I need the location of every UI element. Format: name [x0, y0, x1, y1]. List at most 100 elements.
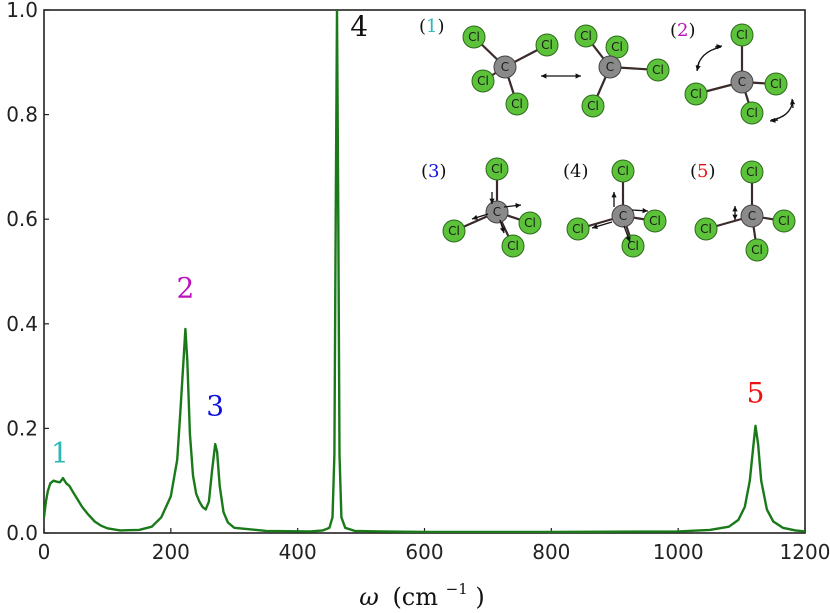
molecule-1a: Cl Cl Cl Cl C	[462, 25, 559, 116]
deform-arrow-2-head	[515, 203, 521, 209]
deform-arrow-4-head	[472, 214, 478, 220]
inset-label-3: (3)	[421, 161, 447, 182]
molecule-3: Cl Cl Cl Cl C	[442, 157, 542, 258]
x-tick-label: 800	[532, 540, 570, 564]
chlorine-label: Cl	[511, 97, 523, 111]
chlorine-label: Cl	[649, 214, 661, 228]
molecule-2: Cl Cl Cl Cl C	[684, 23, 788, 125]
carbon-label: C	[738, 75, 746, 89]
x-axis-unit: (cm	[392, 583, 438, 611]
carbon-atom	[485, 200, 509, 224]
chlorine-atom	[646, 58, 670, 82]
y-tick-label: 0.4	[6, 312, 38, 336]
peak-label-4: 4	[350, 10, 368, 43]
chlorine-atom	[684, 82, 708, 106]
y-tick-label: 0.0	[6, 521, 38, 545]
x-axis-symbol: ω	[359, 583, 379, 611]
y-tick-label: 0.2	[6, 416, 38, 440]
molecule-5: Cl Cl Cl Cl C	[694, 160, 796, 262]
paren-close: )	[688, 20, 695, 41]
molecule-1b: Cl Cl Cl Cl C	[574, 24, 670, 118]
stretch-arrow-3-head	[625, 236, 631, 242]
chlorine-label: Cl	[746, 165, 758, 179]
paren-close: )	[437, 16, 444, 37]
molecule-inset: (1) Cl Cl Cl Cl C Cl Cl Cl Cl C (2) Cl Cl Cl Cl C (3) Cl Cl…	[419, 16, 796, 262]
carbon-atom	[493, 55, 517, 79]
axes: 0 200 400 600 800 1000 1200 0.0 0.2 0.4 0.6 0.8 1.0	[6, 0, 830, 564]
y-tick-label: 0.6	[6, 207, 38, 231]
rotation-head-2-head	[716, 44, 722, 50]
chlorine-atom	[764, 72, 788, 96]
y-tick-label: 1.0	[6, 0, 38, 22]
x-axis-exponent: −1	[446, 580, 468, 598]
chlorine-label: Cl	[736, 28, 748, 42]
panel-number: 2	[677, 20, 688, 41]
inset-label-4: (4)	[563, 161, 589, 182]
stretch-arrow-2-head	[642, 208, 648, 214]
chlorine-atom	[574, 24, 598, 48]
chlorine-label: Cl	[611, 40, 623, 54]
chlorine-atom	[772, 209, 796, 233]
carbon-atom	[730, 70, 754, 94]
plot-area	[44, 10, 805, 533]
inset-label-1: (1)	[419, 16, 445, 37]
paren-open: (	[563, 161, 570, 182]
peak-labels: 1 2 3 4 5	[51, 10, 765, 469]
carbon-atom	[611, 204, 635, 228]
chlorine-label: Cl	[587, 99, 599, 113]
spectrum-line	[44, 10, 805, 533]
chlorine-label: Cl	[491, 162, 503, 176]
stretch-arrow-1-head	[611, 192, 617, 198]
chlorine-label: Cl	[448, 224, 460, 238]
chlorine-atom	[471, 69, 495, 93]
symmetric-arrow-head	[732, 214, 738, 220]
chlorine-label: Cl	[477, 74, 489, 88]
carbon-atom	[598, 55, 622, 79]
rotation-head-4-head	[770, 117, 776, 123]
paren-open: (	[421, 161, 428, 182]
chlorine-label: Cl	[746, 106, 758, 120]
chlorine-label: Cl	[652, 63, 664, 77]
peak-label-2: 2	[177, 272, 195, 305]
paren-close: )	[708, 161, 715, 182]
paren-open: (	[670, 20, 677, 41]
chlorine-label: Cl	[580, 29, 592, 43]
chlorine-atom	[643, 209, 667, 233]
molecule-4: Cl Cl Cl Cl C	[566, 159, 667, 258]
chlorine-atom	[566, 217, 590, 241]
stretch-arrow-4-head	[592, 223, 598, 229]
chlorine-atom	[581, 94, 605, 118]
chlorine-atom	[505, 92, 529, 116]
carbon-atom	[740, 204, 764, 228]
x-tick-label: 600	[405, 540, 443, 564]
rotation-head-1-head	[695, 65, 701, 71]
chlorine-atom	[730, 23, 754, 47]
x-axis-title: ω (cm −1 )	[359, 572, 485, 611]
chlorine-atom	[745, 238, 769, 262]
chlorine-atom	[518, 211, 542, 235]
chlorine-label: Cl	[751, 243, 763, 257]
panel-number: 4	[570, 161, 581, 182]
exchange-arrow-head	[575, 73, 581, 79]
x-tick-label: 200	[152, 540, 190, 564]
chlorine-atom	[611, 159, 635, 183]
chlorine-label: Cl	[627, 239, 639, 253]
chlorine-label: Cl	[507, 239, 519, 253]
paren-open: (	[419, 16, 426, 37]
chlorine-atom	[740, 101, 764, 125]
x-tick-label: 1200	[780, 540, 830, 564]
carbon-label: C	[619, 209, 627, 223]
chlorine-atom	[485, 157, 509, 181]
chlorine-atom	[442, 219, 466, 243]
chlorine-atom	[462, 25, 486, 49]
chlorine-atom	[621, 234, 645, 258]
chlorine-atom	[501, 234, 525, 258]
deform-arrow-1-head	[489, 198, 495, 204]
carbon-label: C	[748, 209, 756, 223]
chlorine-label: Cl	[700, 222, 712, 236]
chlorine-label: Cl	[617, 164, 629, 178]
carbon-label: C	[493, 205, 501, 219]
chlorine-label: Cl	[770, 77, 782, 91]
inset-label-5: (5)	[690, 161, 716, 182]
